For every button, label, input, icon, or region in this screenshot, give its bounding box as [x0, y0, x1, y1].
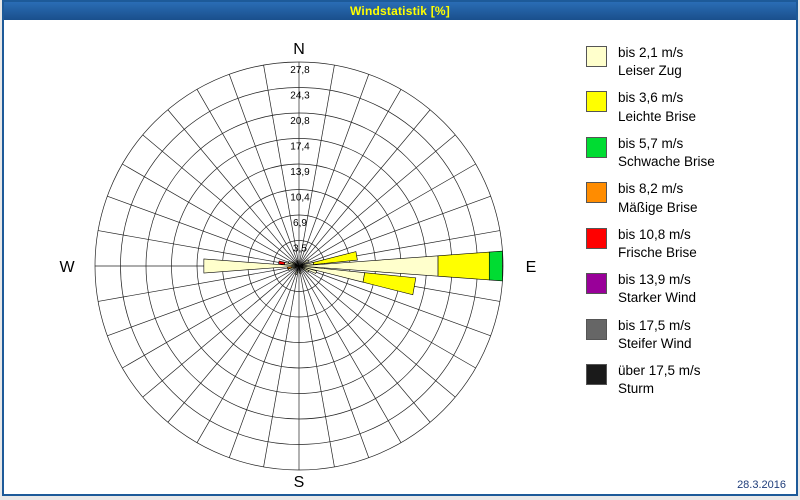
- windrose-petal-segment: [294, 265, 300, 275]
- legend-label: bis 8,2 m/s Mäßige Brise: [618, 181, 698, 215]
- legend-label: bis 2,1 m/s Leiser Zug: [618, 45, 684, 79]
- legend-swatch: [586, 227, 607, 249]
- ring-label: 27,8: [290, 65, 310, 76]
- windrose-petal-segment: [362, 272, 417, 296]
- legend-item: bis 2,1 m/s Leiser Zug: [586, 44, 791, 80]
- windrose-chart: 3,5 6,9 10,4 13,9 17,4 20,8 24,3 27,8 N S W E: [59, 41, 537, 491]
- ring-label: 20,8: [290, 116, 310, 127]
- legend-swatch: [586, 136, 607, 158]
- grid-spoke: [263, 265, 300, 467]
- legend-item: bis 8,2 m/s Mäßige Brise: [586, 180, 791, 216]
- windrose-petal-segment: [298, 265, 302, 274]
- grid-spoke: [167, 265, 300, 423]
- windrose-petal-segment: [278, 260, 286, 265]
- grid-spoke: [98, 230, 300, 267]
- grid-spoke: [107, 195, 300, 267]
- legend-item: bis 17,5 m/s Steifer Wind: [586, 317, 791, 353]
- grid-spoke: [142, 265, 300, 398]
- windrose-petal-segment: [296, 259, 300, 267]
- grid-spoke: [98, 265, 300, 302]
- legend-label: bis 17,5 m/s Steifer Wind: [618, 317, 692, 351]
- compass-north: N: [293, 41, 305, 58]
- legend-swatch: [586, 364, 607, 386]
- grid-spoke: [122, 265, 300, 369]
- title-bar[interactable]: Windstatistik [%]: [4, 2, 796, 20]
- grid-spoke: [228, 74, 300, 267]
- windrose-petal-segment: [488, 250, 503, 282]
- ring-label: 10,4: [290, 193, 310, 204]
- legend-label: bis 13,9 m/s Starker Wind: [618, 272, 697, 306]
- grid-spoke: [298, 134, 456, 267]
- windrose-petal-segment: [312, 251, 358, 265]
- grid-spoke: [122, 163, 300, 267]
- grid-spoke: [263, 65, 300, 267]
- grid-spoke: [142, 134, 300, 267]
- legend-item: bis 13,9 m/s Starker Wind: [586, 271, 791, 307]
- legend-item: bis 3,6 m/s Leichte Brise: [586, 89, 791, 125]
- grid-spoke: [298, 265, 402, 443]
- grid-spoke: [228, 265, 300, 458]
- content-area: 3,5 6,9 10,4 13,9 17,4 20,8 24,3 27,8 N S W E bis 2…: [4, 20, 796, 494]
- grid-spoke: [298, 265, 491, 337]
- legend-label: bis 5,7 m/s Schwache Brise: [618, 135, 715, 170]
- ring-label: 24,3: [290, 91, 310, 102]
- ring-label: 17,4: [290, 142, 310, 153]
- ring-label: 6,9: [293, 218, 307, 229]
- grid-spoke: [298, 265, 370, 458]
- grid-spoke: [196, 89, 300, 267]
- legend-item: über 17,5 m/s Sturm: [586, 362, 791, 398]
- grid-spoke: [167, 109, 300, 267]
- windrose-petal-segment: [291, 261, 300, 267]
- date-label: 28.3.2016: [737, 479, 786, 491]
- grid-spoke: [298, 109, 431, 267]
- legend-swatch: [586, 273, 607, 295]
- compass-south: S: [294, 474, 305, 491]
- legend-swatch: [586, 91, 607, 113]
- grid-spoke: [107, 265, 300, 337]
- grid-spoke: [298, 89, 402, 267]
- legend-swatch: [586, 46, 607, 67]
- compass-west: W: [59, 259, 75, 276]
- grid-spoke: [298, 265, 476, 369]
- grid-spoke: [298, 163, 476, 267]
- grid-spoke: [298, 265, 335, 467]
- windrose-petal-segment: [437, 251, 490, 281]
- grid-spoke: [298, 74, 370, 267]
- windrose-petal-segment: [298, 265, 310, 273]
- legend-item: bis 5,7 m/s Schwache Brise: [586, 135, 791, 171]
- ring-label: 3,5: [293, 244, 307, 255]
- legend-label: bis 3,6 m/s Leichte Brise: [618, 90, 697, 124]
- legend: bis 2,1 m/s Leiser Zug bis 3,6 m/s Leichte …: [586, 44, 791, 408]
- legend-swatch: [586, 318, 607, 340]
- compass-east: E: [526, 259, 537, 276]
- grid-spoke: [298, 195, 491, 267]
- grid-spoke: [298, 65, 335, 267]
- grid-spoke: [196, 265, 300, 443]
- windrose-petal-segment: [203, 258, 300, 274]
- window-title: Windstatistik [%]: [350, 4, 450, 18]
- ring-label: 13,9: [290, 167, 310, 178]
- legend-item: bis 10,8 m/s Frische Brise: [586, 226, 791, 262]
- windrose-petal-segment: [286, 266, 293, 270]
- legend-label: bis 10,8 m/s Frische Brise: [618, 226, 697, 260]
- windrose-petal-segment: [298, 259, 310, 267]
- legend-swatch: [586, 182, 607, 204]
- grid-spoke: [298, 265, 456, 398]
- legend-label: über 17,5 m/s Sturm: [618, 363, 701, 397]
- grid-spoke: [298, 265, 431, 423]
